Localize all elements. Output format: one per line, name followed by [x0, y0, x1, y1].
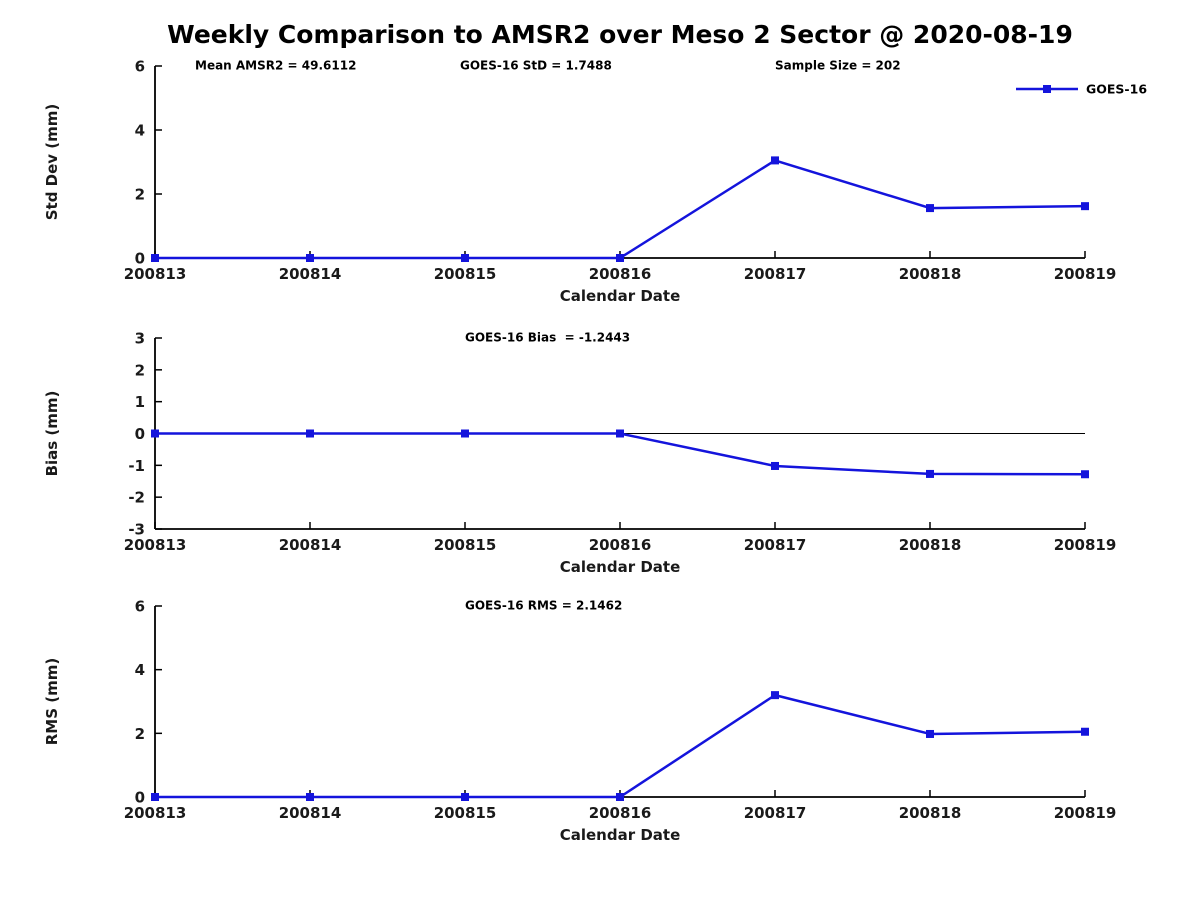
y-tick-label: 4: [135, 661, 145, 679]
x-tick-label: 200817: [744, 804, 807, 822]
data-point-marker: [461, 254, 469, 262]
y-tick-label: 2: [135, 725, 145, 743]
data-point-marker: [616, 254, 624, 262]
y-tick-label: 6: [135, 598, 145, 616]
series-line: [155, 159, 1086, 260]
x-tick-label: 200819: [1054, 536, 1117, 554]
stat-annotation: GOES-16 RMS = 2.1462: [465, 599, 622, 613]
y-tick-label: 1: [135, 393, 145, 411]
x-tick-label: 200814: [279, 804, 342, 822]
data-point-marker: [306, 793, 314, 801]
data-point-marker: [151, 793, 159, 801]
subplot-rms-mm: 0 2 4 6 200813 200814 200815 200816 200817 200818…: [43, 598, 1116, 845]
data-point-marker: [771, 691, 779, 700]
x-tick-label: 200818: [899, 265, 962, 283]
data-point-marker: [461, 429, 469, 438]
y-tick-label: 2: [135, 361, 145, 379]
y-tick-label: -2: [128, 489, 145, 507]
data-point-marker: [926, 204, 934, 213]
data-point-marker: [926, 469, 934, 478]
stat-annotation: Mean AMSR2 = 49.6112: [195, 59, 356, 73]
y-axis-title: Std Dev (mm): [43, 104, 61, 221]
data-point-marker: [1081, 202, 1089, 211]
data-point-marker: [151, 254, 159, 262]
x-tick-label: 200819: [1054, 804, 1117, 822]
x-tick-label: 200817: [744, 265, 807, 283]
y-tick-label: 0: [135, 789, 145, 807]
y-tick-label: 0: [135, 250, 145, 268]
legend-label: GOES-16: [1086, 82, 1147, 97]
data-point-marker: [151, 429, 159, 438]
y-tick-label: 6: [135, 58, 145, 76]
x-tick-label: 200819: [1054, 265, 1117, 283]
x-tick-label: 200815: [434, 536, 497, 554]
x-tick-label: 200816: [589, 265, 652, 283]
y-tick-label: 3: [135, 330, 145, 348]
x-tick-label: 200818: [899, 804, 962, 822]
x-tick-label: 200816: [589, 536, 652, 554]
x-tick-label: 200818: [899, 536, 962, 554]
data-point-marker: [771, 461, 779, 470]
subplot-bias-mm: -3 -2 -1 0 1 2 3 200813 200814 200815 200816 200817…: [43, 330, 1116, 577]
x-tick-label: 200813: [124, 804, 187, 822]
data-point-marker: [306, 254, 314, 262]
series-line: [155, 432, 1086, 476]
stat-annotation: GOES-16 Bias = -1.2443: [465, 331, 630, 345]
data-point-marker: [616, 429, 624, 438]
y-tick-label: 0: [135, 425, 145, 443]
y-axis-title: RMS (mm): [43, 658, 61, 745]
data-point-marker: [616, 793, 624, 801]
stat-annotation: Sample Size = 202: [775, 59, 901, 73]
subplot-std-dev-mm: 0 2 4 6 200813 200814 200815 200816 200817 200818…: [43, 58, 1116, 306]
x-axis-title: Calendar Date: [560, 287, 681, 305]
x-tick-label: 200813: [124, 265, 187, 283]
x-tick-label: 200816: [589, 804, 652, 822]
data-point-marker: [926, 729, 934, 738]
data-point-marker: [1081, 470, 1089, 479]
y-tick-label: -3: [128, 521, 145, 539]
y-tick-label: 2: [135, 186, 145, 204]
x-tick-label: 200817: [744, 536, 807, 554]
y-tick-label: -1: [128, 457, 145, 475]
y-tick-label: 4: [135, 122, 145, 140]
legend-marker: [1043, 85, 1051, 93]
data-point-marker: [306, 429, 314, 438]
y-axis-title: Bias (mm): [43, 391, 61, 477]
x-tick-label: 200815: [434, 265, 497, 283]
x-tick-label: 200813: [124, 536, 187, 554]
x-tick-label: 200814: [279, 265, 342, 283]
legend: GOES-16: [1016, 82, 1147, 97]
x-tick-label: 200815: [434, 804, 497, 822]
data-point-marker: [771, 156, 779, 165]
x-tick-label: 200814: [279, 536, 342, 554]
data-point-marker: [1081, 727, 1089, 736]
stat-annotation: GOES-16 StD = 1.7488: [460, 59, 612, 73]
x-axis-title: Calendar Date: [560, 826, 681, 844]
figure-title: Weekly Comparison to AMSR2 over Meso 2 S…: [167, 20, 1073, 49]
series-line: [155, 693, 1086, 799]
x-axis-title: Calendar Date: [560, 558, 681, 576]
data-point-marker: [461, 793, 469, 801]
